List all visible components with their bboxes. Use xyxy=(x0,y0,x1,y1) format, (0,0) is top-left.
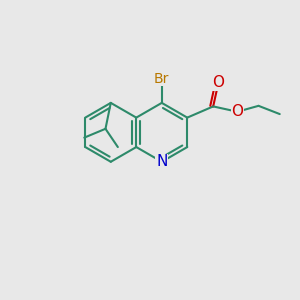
Text: N: N xyxy=(156,154,167,169)
Text: Br: Br xyxy=(154,72,170,86)
Text: O: O xyxy=(231,104,243,119)
Text: O: O xyxy=(212,75,224,90)
